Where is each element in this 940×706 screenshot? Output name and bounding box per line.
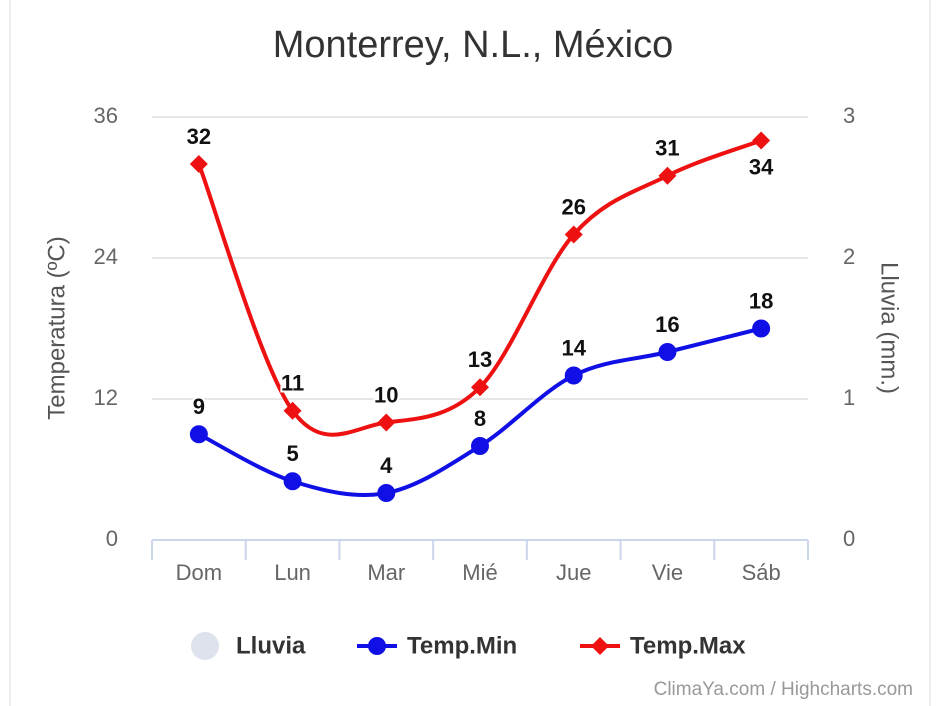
- data-label: 31: [655, 136, 679, 161]
- legend-label: Temp.Min: [407, 632, 517, 659]
- legend-symbol: [191, 632, 219, 660]
- y2-tick-label: 3: [843, 103, 855, 128]
- marker: [377, 484, 396, 502]
- marker: [752, 319, 771, 338]
- data-label: 9: [193, 394, 205, 419]
- data-label: 13: [468, 347, 492, 372]
- legend-label: Temp.Max: [630, 632, 746, 659]
- data-label: 10: [374, 382, 398, 407]
- x-tick-label: Lun: [274, 560, 311, 585]
- y2-tick-label: 1: [843, 385, 855, 410]
- y-tick-label: 12: [94, 385, 118, 410]
- marker: [658, 343, 677, 361]
- data-label: 18: [749, 288, 773, 313]
- data-label: 14: [561, 335, 586, 360]
- x-tick-label: Jue: [556, 560, 591, 585]
- y-tick-label: 24: [94, 244, 118, 269]
- legend-symbol: [591, 637, 609, 655]
- y2-tick-label: 0: [843, 526, 855, 551]
- credits: ClimaYa.com / Highcharts.com: [654, 679, 913, 700]
- data-label: 32: [187, 124, 211, 149]
- y-tick-label: 36: [94, 103, 118, 128]
- data-label: 16: [655, 312, 679, 337]
- x-tick-label: Sáb: [742, 560, 781, 585]
- y2-axis-title: Lluvia (mm.): [876, 262, 903, 394]
- marker: [283, 472, 302, 491]
- data-label: 8: [474, 406, 486, 431]
- x-tick-label: Dom: [176, 560, 222, 585]
- data-label: 26: [561, 194, 585, 219]
- data-label: 11: [281, 371, 304, 396]
- data-label: 34: [749, 154, 774, 179]
- legend-symbol: [368, 637, 386, 655]
- marker: [471, 378, 489, 397]
- marker: [189, 425, 208, 444]
- y-axis-title: Temperatura (ºC): [43, 236, 70, 419]
- data-label: 5: [286, 441, 298, 466]
- marker: [471, 437, 489, 455]
- marker: [189, 155, 208, 173]
- legend-label: Lluvia: [236, 632, 306, 659]
- marker: [564, 225, 583, 244]
- data-label: 4: [380, 453, 393, 478]
- marker: [377, 413, 396, 432]
- marker: [752, 131, 771, 150]
- marker: [658, 166, 677, 185]
- marker: [283, 401, 302, 420]
- marker: [564, 366, 583, 385]
- y-tick-label: 0: [106, 526, 118, 551]
- x-tick-label: Vie: [652, 560, 683, 585]
- x-tick-label: Mié: [462, 560, 497, 585]
- chart-title: Monterrey, N.L., México: [273, 24, 674, 66]
- x-tick-label: Mar: [367, 560, 405, 585]
- y2-tick-label: 2: [843, 244, 855, 269]
